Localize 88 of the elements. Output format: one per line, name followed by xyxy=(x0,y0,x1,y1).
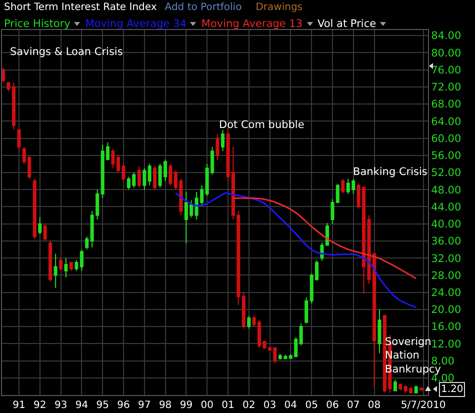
candlestick xyxy=(69,262,73,272)
x-tick-label: 96 xyxy=(117,400,130,411)
candlestick xyxy=(85,236,89,250)
candlestick xyxy=(320,242,324,262)
y-tick-label: 64.00 xyxy=(431,116,462,128)
candlestick xyxy=(54,253,58,289)
x-tick-label: 03 xyxy=(263,400,276,411)
x-tick-label: 08 xyxy=(368,400,381,411)
candlestick xyxy=(220,129,225,152)
y-tick-label: 8.00 xyxy=(431,355,454,368)
y-tick-label: 84.00 xyxy=(431,30,462,42)
candlestick xyxy=(216,133,220,160)
candlestick xyxy=(17,129,21,152)
text: Price History xyxy=(4,18,70,30)
x-tick-label: 07 xyxy=(347,400,360,411)
x-tick-label: 94 xyxy=(75,400,88,411)
candlestick xyxy=(80,249,84,272)
candlestick xyxy=(325,222,329,246)
candlestick xyxy=(59,258,63,272)
candlestick xyxy=(6,82,10,92)
candlestick xyxy=(247,315,251,330)
y-tick-label: 12.00 xyxy=(431,338,462,350)
y-tick-label: 56.00 xyxy=(431,150,462,162)
y-tick-label: 4.00 xyxy=(431,372,454,385)
candlestick xyxy=(414,385,418,394)
candlestick xyxy=(64,258,68,278)
candlestick xyxy=(393,379,397,392)
candlestick xyxy=(74,260,78,272)
annotation: 1.20 xyxy=(441,384,464,395)
candlestick xyxy=(2,67,6,84)
x-tick-label: 02 xyxy=(242,400,256,411)
y-tick-label: 44.00 xyxy=(431,201,462,214)
x-tick-label: 05 xyxy=(305,400,318,411)
y-tick-label: 60.00 xyxy=(431,132,462,145)
x-tick-label: 00 xyxy=(200,400,214,411)
y-tick-label: 68.00 xyxy=(431,98,462,111)
line-series xyxy=(174,192,417,308)
y-tick-label: 80.00 xyxy=(431,47,462,60)
chart-title: Short Term Interest Rate Index xyxy=(4,2,157,13)
y-tick-label: 32.00 xyxy=(431,252,462,265)
text: Add to Portfolio xyxy=(164,2,242,13)
y-tick-label: 52.00 xyxy=(431,167,462,180)
x-tick-label: 98 xyxy=(158,400,172,411)
x-tick-label: 01 xyxy=(222,400,234,411)
x-tick-label: 99 xyxy=(180,400,193,411)
candlestick xyxy=(38,216,42,236)
x-tick-label: 97 xyxy=(138,400,151,411)
x-tick-label: 92 xyxy=(34,400,46,411)
candlestick xyxy=(419,388,424,391)
x-tick-label: 06 xyxy=(326,400,339,411)
candlestick xyxy=(341,178,345,194)
y-tick-label: 48.00 xyxy=(431,184,462,196)
candlestick xyxy=(111,148,115,169)
candlestick xyxy=(12,82,16,130)
annotation: Savings & Loan Crisis xyxy=(10,46,123,58)
candlestick xyxy=(32,178,36,240)
candlestick xyxy=(148,163,152,186)
candlestick xyxy=(304,296,308,324)
candlestick xyxy=(43,223,47,242)
candlestick xyxy=(137,166,141,188)
candlestick xyxy=(242,292,246,330)
y-tick-label: 76.00 xyxy=(431,64,462,76)
y-tick-label: 28.00 xyxy=(431,270,462,282)
candlestick xyxy=(168,163,172,186)
x-tick-label: 95 xyxy=(96,400,109,411)
x-tick-label: 04 xyxy=(284,400,298,411)
annotation: Dot Com bubble xyxy=(219,119,304,131)
candlestick xyxy=(299,323,303,346)
text: Drawings xyxy=(256,2,302,13)
candlestick xyxy=(153,166,157,190)
text: Moving Average 34 xyxy=(85,18,186,30)
line-series xyxy=(232,197,417,280)
y-tick-label: 24.00 xyxy=(431,286,462,299)
candlestick xyxy=(48,240,52,282)
x-tick-label: 93 xyxy=(54,400,68,411)
y-tick-label: 40.00 xyxy=(431,218,462,231)
annotation: Banking Crisis xyxy=(353,166,428,178)
y-tick-label: 20.00 xyxy=(431,304,462,316)
y-tick-label: 16.00 xyxy=(431,321,462,334)
x-tick-label: 5/7/2010 xyxy=(400,400,446,411)
y-tick-label: 72.00 xyxy=(431,82,462,94)
x-tick-label: 91 xyxy=(12,400,26,411)
annotation: Vol at Price xyxy=(318,18,376,30)
y-tick-label: 36.00 xyxy=(431,236,462,248)
candlestick xyxy=(378,308,382,354)
candlestick xyxy=(398,383,402,392)
text: Moving Average 13 xyxy=(201,18,302,30)
candlestick xyxy=(142,168,146,190)
